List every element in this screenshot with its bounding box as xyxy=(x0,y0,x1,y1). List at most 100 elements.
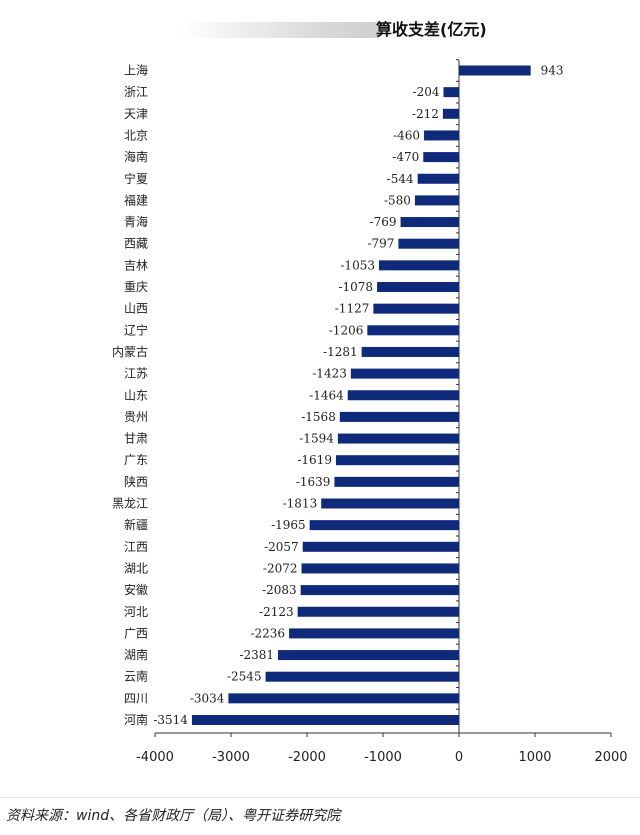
data-label: -1053 xyxy=(340,258,375,272)
bar-北京 xyxy=(424,130,459,141)
bar-湖南 xyxy=(278,650,459,661)
category-label: 江西 xyxy=(124,540,148,554)
bar-广西 xyxy=(289,628,459,639)
bar-宁夏 xyxy=(417,173,459,184)
category-label: 甘肃 xyxy=(124,432,148,446)
data-label: -212 xyxy=(412,107,439,121)
category-label: 河南 xyxy=(124,712,148,727)
x-tick-label: -2000 xyxy=(288,750,326,765)
category-label: 内蒙古 xyxy=(112,344,148,359)
data-label: -797 xyxy=(367,237,394,251)
data-label: -2123 xyxy=(259,605,294,619)
bar-山西 xyxy=(373,303,459,314)
data-label: -204 xyxy=(413,85,440,99)
bar-四川 xyxy=(228,693,459,704)
x-tick-label: -1000 xyxy=(364,750,402,765)
category-label: 海南 xyxy=(124,149,148,164)
category-label: 北京 xyxy=(124,128,148,142)
category-label: 宁夏 xyxy=(124,171,148,186)
bar-福建 xyxy=(414,195,459,206)
bar-贵州 xyxy=(339,411,459,422)
bar-江苏 xyxy=(350,368,459,379)
bar-黑龙江 xyxy=(321,498,459,509)
bar-江西 xyxy=(302,541,459,552)
data-label: -2072 xyxy=(263,561,298,575)
x-tick-label: -3000 xyxy=(212,750,250,765)
data-label: -1281 xyxy=(323,345,358,359)
data-label: -2545 xyxy=(227,670,262,684)
bar-安徽 xyxy=(300,585,459,596)
data-label: -460 xyxy=(393,128,420,142)
category-label: 黑龙江 xyxy=(112,497,148,511)
data-label: -1078 xyxy=(338,280,373,294)
bar-吉林 xyxy=(378,260,459,271)
category-label: 广东 xyxy=(124,453,148,467)
category-label: 陕西 xyxy=(124,474,148,489)
category-label: 山西 xyxy=(124,302,148,316)
bar-山东 xyxy=(347,390,459,401)
bar-广东 xyxy=(335,455,459,466)
chart-title: 算收支差(亿元) xyxy=(376,20,487,39)
x-tick-label: -4000 xyxy=(136,750,174,765)
bar-chart: 上海 943 浙江 -204 天津 -212 北京 -460 海南 -470 宁夏 -544 福建 -58… xyxy=(112,59,628,765)
footer-divider xyxy=(0,797,640,798)
category-label: 浙江 xyxy=(124,85,148,99)
category-label: 重庆 xyxy=(124,280,148,294)
category-label: 河北 xyxy=(124,605,148,619)
source-note: 资料来源：wind、各省财政厅（局）、粤开证券研究院 xyxy=(6,808,341,824)
bar-天津 xyxy=(442,108,459,119)
data-label: -2057 xyxy=(264,540,299,554)
data-label: -1464 xyxy=(309,388,344,402)
bar-内蒙古 xyxy=(361,346,459,357)
data-label: -2236 xyxy=(250,626,285,640)
category-label: 江苏 xyxy=(124,367,148,381)
chart-title-bar: 算收支差(亿元) xyxy=(180,16,640,44)
data-label: -1423 xyxy=(312,367,347,381)
category-label: 云南 xyxy=(124,669,148,684)
bar-云南 xyxy=(265,671,459,682)
bar-上海 xyxy=(459,65,531,76)
data-label: 943 xyxy=(541,64,564,78)
category-label: 吉林 xyxy=(124,258,148,272)
data-label: -470 xyxy=(392,150,419,164)
data-label: -1639 xyxy=(296,475,331,489)
category-label: 湖北 xyxy=(124,560,148,575)
data-label: -1619 xyxy=(297,453,332,467)
bar-河北 xyxy=(297,606,459,617)
category-label: 上海 xyxy=(124,63,148,78)
x-tick-label: 1000 xyxy=(518,750,551,765)
bar-辽宁 xyxy=(367,325,459,336)
data-label: -769 xyxy=(370,215,397,229)
data-label: -1127 xyxy=(335,302,370,316)
data-label: -1813 xyxy=(283,497,318,511)
category-label: 湖南 xyxy=(124,647,148,662)
bar-河南 xyxy=(191,715,459,725)
category-label: 辽宁 xyxy=(124,322,148,337)
title-gradient-decoration xyxy=(180,22,380,38)
category-label: 新疆 xyxy=(124,517,148,532)
bar-重庆 xyxy=(377,282,459,292)
data-label: -3514 xyxy=(153,713,188,727)
bar-甘肃 xyxy=(337,433,459,444)
data-label: -580 xyxy=(384,193,411,207)
category-label: 广西 xyxy=(124,626,148,640)
data-label: -1568 xyxy=(301,410,336,424)
category-label: 西藏 xyxy=(124,237,148,251)
category-label: 天津 xyxy=(124,107,148,121)
category-label: 安徽 xyxy=(124,582,148,597)
category-label: 青海 xyxy=(124,214,148,229)
bar-海南 xyxy=(423,152,459,163)
x-tick-label: 2000 xyxy=(594,750,627,765)
bar-青海 xyxy=(400,217,459,228)
data-label: -1965 xyxy=(271,518,306,532)
bar-浙江 xyxy=(443,87,459,98)
category-label: 四川 xyxy=(124,691,148,705)
category-label: 贵州 xyxy=(124,410,148,424)
bar-湖北 xyxy=(301,563,459,574)
x-tick-label: 0 xyxy=(455,750,463,765)
data-label: -3034 xyxy=(190,691,225,705)
bar-新疆 xyxy=(309,520,459,531)
data-label: -2381 xyxy=(239,648,274,662)
category-label: 山东 xyxy=(124,388,148,402)
bar-陕西 xyxy=(334,476,459,487)
